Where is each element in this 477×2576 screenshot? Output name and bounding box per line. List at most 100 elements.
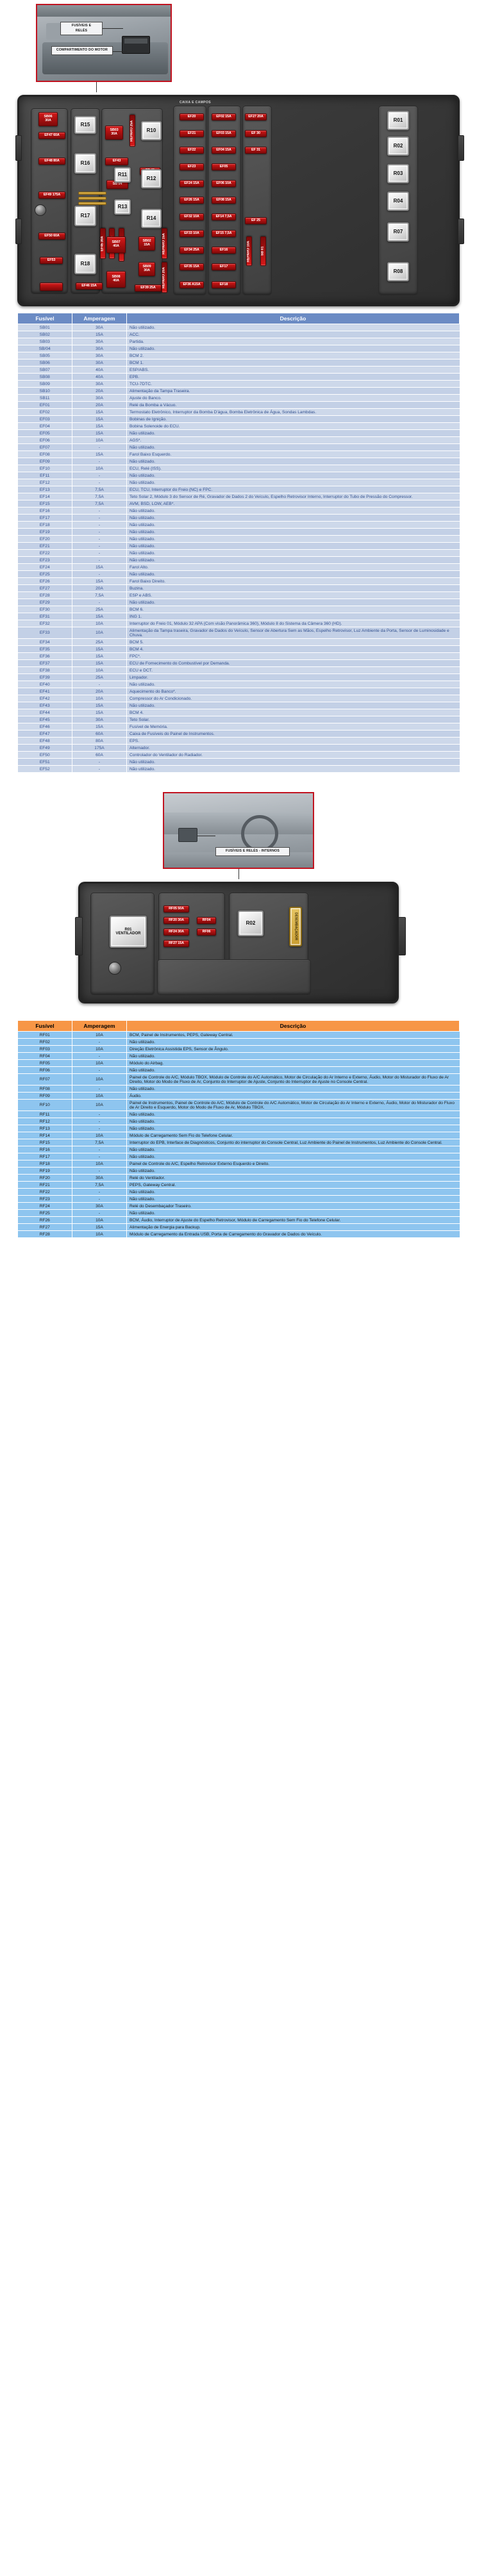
engine-fuse-reparo[interactable]: REPARO 25A — [130, 115, 135, 147]
table-row: EF18- Não utilizado. — [17, 521, 460, 529]
engine-cell-amperagem: 10A — [72, 695, 127, 702]
engine-fuse-ef49[interactable]: EF49 175A — [38, 192, 65, 199]
table-row: EF21- Não utilizado. — [17, 542, 460, 550]
engine-fuse-sb07[interactable]: SB07 40A — [106, 236, 126, 253]
engine-cell-amperagem: 30A — [72, 338, 127, 345]
engine-relay-r13[interactable]: R13 — [114, 199, 131, 215]
engine-fuse-sb06[interactable]: SB06 30A — [38, 112, 58, 126]
engine-cell-amperagem: 15A — [72, 331, 127, 338]
engine-fuse-ef06[interactable]: EF06 10A — [212, 180, 236, 187]
engine-fuse-ef16[interactable]: EF16 — [212, 247, 236, 254]
engine-fuse-ef20[interactable]: EF20 — [180, 113, 204, 120]
interior-fuse-rf20[interactable]: RF20 30A — [163, 917, 189, 924]
engine-fuse-ef[interactable]: EF 25 — [245, 217, 267, 224]
engine-cell-fusivel: EF19 — [17, 528, 72, 536]
interior-relay-desembaçador[interactable]: DESEMBAÇADOR — [289, 907, 302, 946]
engine-cell-amperagem: - — [72, 542, 127, 550]
engine-fuse-ef35[interactable]: EF35 15A — [180, 263, 204, 270]
engine-fuse-ef39[interactable]: EF39 25A — [135, 285, 162, 292]
engine-fuse-ef46[interactable]: EF46 15A — [76, 283, 103, 290]
engine-relay-r11[interactable]: R11 — [114, 167, 131, 183]
engine-cell-amperagem: 7,5A — [72, 591, 127, 599]
engine-fuse-ef04[interactable]: EF04 15A — [212, 147, 236, 154]
engine-cell-amperagem: - — [72, 535, 127, 543]
engine-fuse-ef32[interactable]: EF32 10A — [180, 213, 204, 220]
engine-cell-descricao: BCM 6. — [126, 606, 460, 613]
engine-cell-descricao: Não utilizado. — [126, 765, 460, 773]
engine-fuse-ef47[interactable]: EF47 60A — [38, 132, 65, 139]
engine-fuse-reparo[interactable]: REPARO 15A — [162, 228, 167, 259]
engine-cell-fusivel: EF43 — [17, 702, 72, 709]
engine-fuse-ef15[interactable]: EF15 7,5A — [212, 230, 236, 237]
engine-fuse-ef36[interactable]: EF36 A15A — [180, 281, 204, 288]
interior-cell-descricao: Módulo de Carregamento Sem Fio do Telefo… — [126, 1132, 460, 1139]
engine-relay-r03[interactable]: R03 — [387, 164, 409, 183]
engine-fuse-ef08[interactable]: EF08 15A — [212, 197, 236, 204]
interior-ground-screw — [108, 962, 121, 975]
engine-fuse-ef53[interactable]: EF53 — [40, 257, 63, 264]
engine-cell-amperagem: 10A — [72, 620, 127, 627]
engine-cell-fusivel: EF32 — [17, 620, 72, 627]
engine-fuse-ef33[interactable]: EF33 10A — [180, 230, 204, 237]
interior-fuse-rf05[interactable]: RF05 50A — [163, 905, 189, 912]
engine-fuse-sb[interactable]: SB 01 — [260, 236, 266, 266]
interior-fuse-rf06[interactable]: RF06 — [197, 929, 216, 936]
engine-fuse-ef03[interactable]: EF03 15A — [212, 130, 236, 137]
engine-fuse-ef14[interactable]: EF14 7,5A — [212, 213, 236, 220]
engine-cell-descricao: Não utilizado. — [126, 514, 460, 522]
interior-cell-descricao: Não utilizado. — [126, 1038, 460, 1046]
engine-fuse-reparo[interactable]: REPARO 20A — [162, 262, 167, 293]
engine-relay-r12[interactable]: R12 — [141, 169, 162, 188]
engine-fuse-ef50[interactable]: EF50 60A — [38, 233, 65, 240]
engine-relay-r17[interactable]: R17 — [74, 206, 96, 226]
engine-fuse-ef26[interactable]: EF26 15A — [180, 197, 204, 204]
engine-fuse-ef23[interactable]: EF23 — [180, 163, 204, 170]
engine-relay-r01[interactable]: R01 — [387, 111, 409, 130]
engine-fuse-ef22[interactable]: EF22 — [180, 147, 204, 154]
engine-fuse-sb08[interactable]: SB08 40A — [106, 271, 126, 288]
interior-latch-right — [398, 917, 406, 955]
engine-fuse-ef[interactable]: EF 30 — [245, 130, 267, 137]
interior-cell-fusivel: RF28 — [17, 1230, 72, 1238]
interior-cell-amperagem: - — [72, 1038, 127, 1046]
engine-fuse-ef48[interactable]: EF48 80A — [38, 158, 65, 165]
engine-fuse-ef21[interactable]: EF21 — [180, 130, 204, 137]
engine-fuse-ef34[interactable]: EF34 25A — [180, 247, 204, 254]
latch-right-bottom — [458, 219, 464, 244]
engine-fuse-ef27[interactable]: EF27 20A — [245, 113, 267, 120]
engine-relay-r07[interactable]: R07 — [387, 222, 409, 242]
engine-fuse-sb03[interactable]: SB03 30A — [105, 126, 123, 140]
engine-fuse-ef43[interactable]: EF43 — [105, 158, 128, 165]
interior-relay-r02[interactable]: R02 — [238, 911, 264, 936]
engine-fuse-ef24[interactable]: EF24 15A — [180, 180, 204, 187]
engine-fuse-ef45[interactable]: EF45 30A — [100, 228, 106, 259]
interior-fuse-rf24[interactable]: RF24 30A — [163, 929, 189, 936]
table-row: EF28 7,5A ESP e ABS. — [17, 591, 460, 599]
engine-fuse-blank5[interactable] — [40, 283, 63, 291]
interior-fuse-rf27[interactable]: RF27 15A — [163, 940, 189, 947]
engine-relay-r16[interactable]: R16 — [74, 153, 96, 174]
interior-cell-amperagem: - — [72, 1118, 127, 1125]
engine-cell-descricao: Não utilizado. — [126, 599, 460, 606]
engine-fuse-ef18[interactable]: EF18 — [212, 281, 236, 288]
engine-fuse-reparo[interactable]: REPARO 10A — [246, 236, 252, 266]
engine-relay-r08[interactable]: R08 — [387, 262, 409, 281]
engine-fuse-sb02[interactable]: SB02 15A — [138, 236, 155, 251]
engine-relay-r15[interactable]: R15 — [74, 116, 96, 134]
interior-relay-r01[interactable]: R01 VENTILADOR — [110, 916, 147, 948]
engine-cell-amperagem: 20A — [72, 688, 127, 695]
engine-relay-r14[interactable]: R14 — [141, 209, 162, 228]
engine-relay-r02[interactable]: R02 — [387, 136, 409, 156]
engine-fuse-ef17[interactable]: EF17 — [212, 263, 236, 270]
engine-fuse-ef05[interactable]: EF05 — [212, 163, 236, 170]
engine-cell-descricao: Aquecimento do Banco*. — [126, 688, 460, 695]
engine-cell-fusivel: EF26 — [17, 577, 72, 585]
engine-relay-r10[interactable]: R10 — [141, 121, 162, 140]
engine-fuse-sb09[interactable]: SB09 30A — [138, 262, 155, 276]
engine-cell-amperagem: 15A — [72, 613, 127, 620]
engine-relay-r04[interactable]: R04 — [387, 192, 409, 211]
engine-relay-r18[interactable]: R18 — [74, 254, 96, 274]
interior-fuse-rf04[interactable]: RF04 — [197, 917, 216, 924]
engine-fuse-ef02[interactable]: EF02 15A — [212, 113, 236, 120]
engine-fuse-ef[interactable]: EF 31 — [245, 147, 267, 154]
